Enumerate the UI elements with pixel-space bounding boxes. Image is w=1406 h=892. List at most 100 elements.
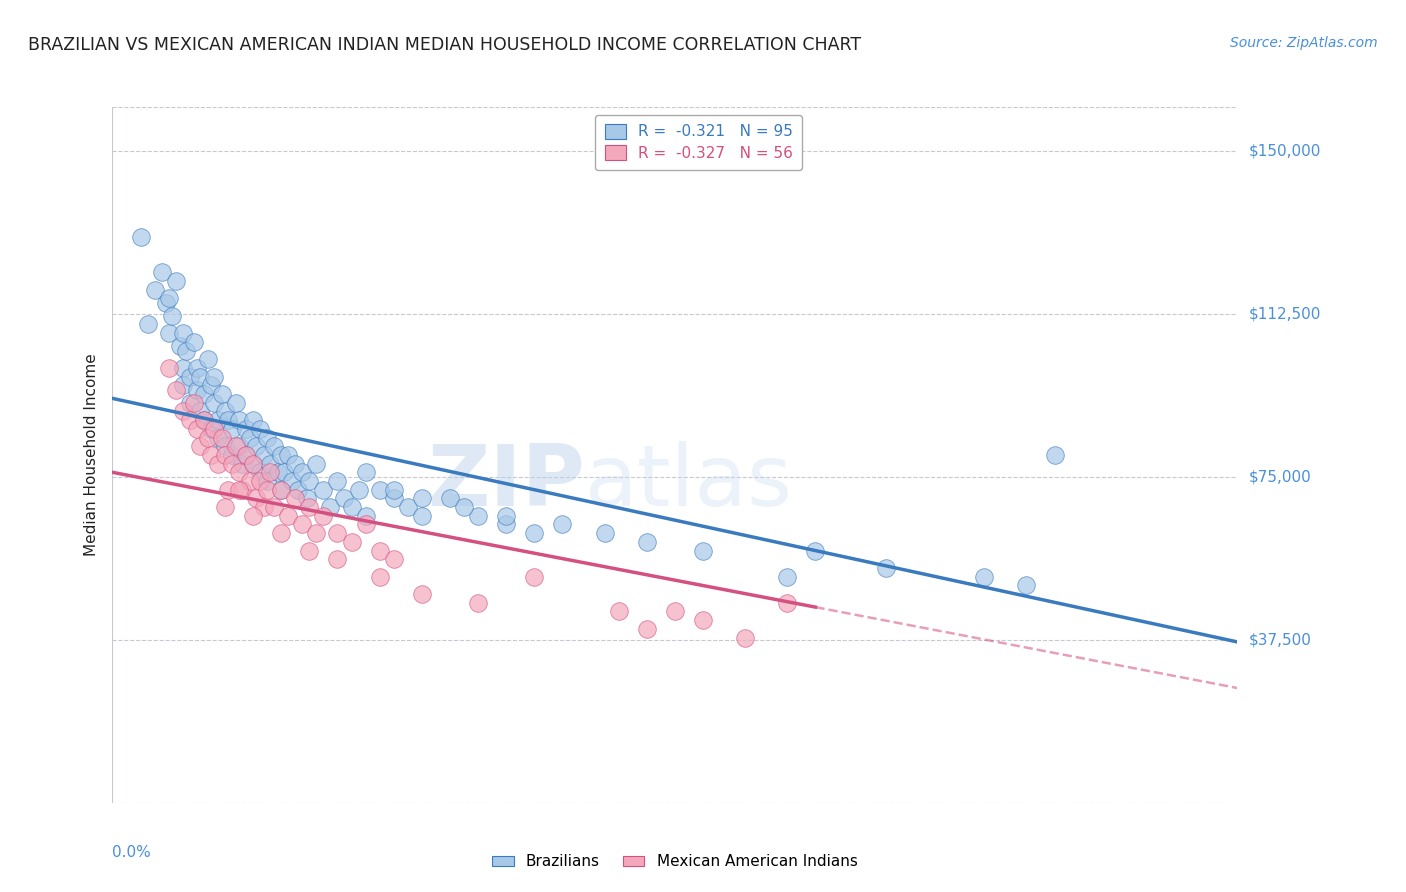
- Point: [277, 508, 299, 523]
- Point: [157, 360, 180, 375]
- Point: [249, 474, 271, 488]
- Point: [179, 395, 201, 409]
- Point: [143, 283, 166, 297]
- Point: [160, 309, 183, 323]
- Point: [242, 413, 264, 427]
- Point: [295, 491, 318, 506]
- Point: [734, 631, 756, 645]
- Point: [259, 457, 281, 471]
- Point: [298, 500, 321, 514]
- Point: [239, 430, 262, 444]
- Point: [188, 369, 211, 384]
- Point: [221, 422, 243, 436]
- Point: [211, 387, 233, 401]
- Text: $37,500: $37,500: [1249, 632, 1312, 648]
- Point: [193, 413, 215, 427]
- Point: [217, 413, 239, 427]
- Point: [239, 474, 262, 488]
- Point: [225, 439, 247, 453]
- Point: [259, 466, 281, 480]
- Point: [235, 448, 257, 462]
- Point: [172, 326, 194, 340]
- Text: atlas: atlas: [585, 442, 793, 524]
- Point: [354, 466, 377, 480]
- Point: [1015, 578, 1038, 592]
- Point: [174, 343, 197, 358]
- Point: [636, 534, 658, 549]
- Point: [270, 526, 292, 541]
- Point: [287, 483, 309, 497]
- Point: [242, 457, 264, 471]
- Point: [439, 491, 461, 506]
- Point: [382, 483, 405, 497]
- Point: [411, 491, 433, 506]
- Point: [225, 395, 247, 409]
- Point: [270, 448, 292, 462]
- Point: [298, 474, 321, 488]
- Point: [235, 448, 257, 462]
- Point: [256, 430, 278, 444]
- Point: [249, 466, 271, 480]
- Point: [150, 265, 173, 279]
- Point: [214, 448, 236, 462]
- Point: [776, 596, 799, 610]
- Point: [551, 517, 574, 532]
- Point: [875, 561, 897, 575]
- Text: Source: ZipAtlas.com: Source: ZipAtlas.com: [1230, 36, 1378, 50]
- Point: [235, 422, 257, 436]
- Point: [228, 413, 250, 427]
- Point: [368, 483, 391, 497]
- Legend: R =  -0.321   N = 95, R =  -0.327   N = 56: R = -0.321 N = 95, R = -0.327 N = 56: [595, 115, 803, 170]
- Point: [326, 474, 349, 488]
- Point: [495, 508, 517, 523]
- Point: [179, 413, 201, 427]
- Point: [165, 274, 187, 288]
- Point: [155, 295, 177, 310]
- Point: [249, 422, 271, 436]
- Point: [523, 570, 546, 584]
- Point: [214, 439, 236, 453]
- Point: [183, 395, 205, 409]
- Point: [382, 491, 405, 506]
- Point: [291, 517, 314, 532]
- Point: [200, 378, 222, 392]
- Point: [354, 517, 377, 532]
- Point: [207, 430, 229, 444]
- Y-axis label: Median Household Income: Median Household Income: [83, 353, 98, 557]
- Point: [298, 543, 321, 558]
- Point: [340, 534, 363, 549]
- Point: [202, 395, 225, 409]
- Point: [284, 457, 307, 471]
- Point: [217, 483, 239, 497]
- Point: [129, 230, 152, 244]
- Point: [228, 439, 250, 453]
- Point: [382, 552, 405, 566]
- Point: [467, 596, 489, 610]
- Point: [253, 448, 276, 462]
- Point: [228, 483, 250, 497]
- Point: [245, 439, 267, 453]
- Point: [200, 422, 222, 436]
- Point: [776, 570, 799, 584]
- Point: [193, 387, 215, 401]
- Point: [664, 605, 686, 619]
- Point: [270, 483, 292, 497]
- Text: $112,500: $112,500: [1249, 306, 1320, 321]
- Point: [188, 404, 211, 418]
- Point: [256, 483, 278, 497]
- Point: [214, 404, 236, 418]
- Point: [396, 500, 419, 514]
- Point: [186, 422, 208, 436]
- Legend: Brazilians, Mexican American Indians: Brazilians, Mexican American Indians: [486, 848, 863, 875]
- Point: [200, 448, 222, 462]
- Point: [169, 339, 191, 353]
- Point: [242, 457, 264, 471]
- Point: [326, 552, 349, 566]
- Point: [1043, 448, 1066, 462]
- Point: [207, 457, 229, 471]
- Point: [193, 413, 215, 427]
- Point: [165, 383, 187, 397]
- Point: [172, 404, 194, 418]
- Point: [231, 457, 253, 471]
- Point: [202, 369, 225, 384]
